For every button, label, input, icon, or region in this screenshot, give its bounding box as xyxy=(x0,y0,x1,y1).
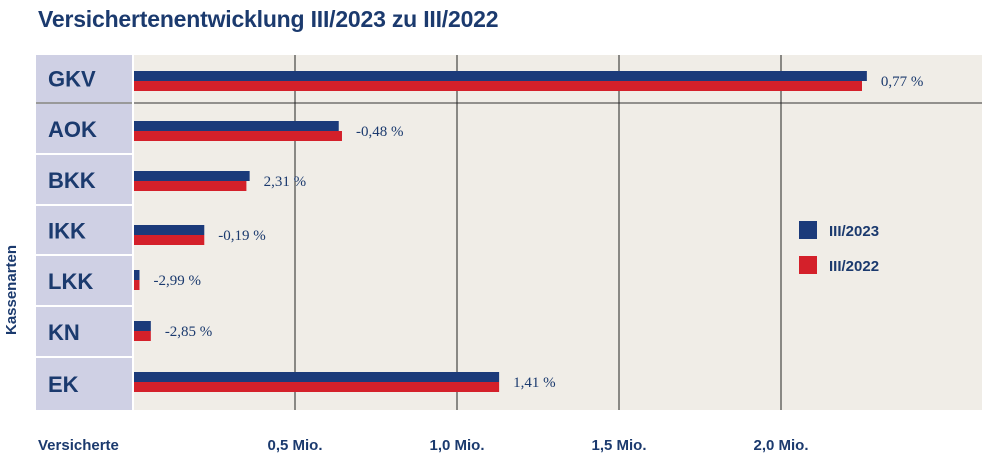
category-label-gkv: GKV xyxy=(48,67,96,92)
category-label-ikk: IKK xyxy=(48,219,86,244)
legend-label-2023: III/2023 xyxy=(829,223,879,240)
category-label-bkk: BKK xyxy=(48,168,96,193)
y-axis-label: Kassenarten xyxy=(3,245,20,335)
bar-aok-2023 xyxy=(134,121,339,131)
legend-swatch-2022 xyxy=(799,256,817,274)
change-label-gkv: 0,77 % xyxy=(881,74,924,90)
change-label-ek: 1,41 % xyxy=(513,375,556,391)
category-label-lkk: LKK xyxy=(48,269,93,294)
category-label-kn: KN xyxy=(48,320,80,345)
bar-bkk-2023 xyxy=(134,171,250,181)
x-tick-label: 0,5 Mio. xyxy=(267,437,322,454)
category-cell-ek xyxy=(36,358,133,410)
bar-kn-2022 xyxy=(134,331,151,341)
bar-bkk-2022 xyxy=(134,181,247,191)
x-axis-label: Versicherte xyxy=(38,437,119,454)
bar-ek-2023 xyxy=(134,372,500,382)
category-label-ek: EK xyxy=(48,372,79,397)
category-cell-aok xyxy=(36,104,133,154)
category-cell-ikk xyxy=(36,206,133,255)
change-label-kn: -2,85 % xyxy=(165,324,213,340)
legend-label-2022: III/2022 xyxy=(829,258,879,275)
bar-gkv-2022 xyxy=(134,81,862,91)
bar-lkk-2023 xyxy=(134,270,140,280)
chart-title: Versichertenentwicklung III/2023 zu III/… xyxy=(38,6,499,32)
category-cell-bkk xyxy=(36,155,133,205)
category-cell-gkv xyxy=(36,55,133,102)
bar-kn-2023 xyxy=(134,321,151,331)
category-cell-lkk xyxy=(36,256,133,306)
category-label-aok: AOK xyxy=(48,117,97,142)
bar-aok-2022 xyxy=(134,131,342,141)
bar-ikk-2023 xyxy=(134,225,205,235)
category-cell-kn xyxy=(36,307,133,357)
change-label-lkk: -2,99 % xyxy=(153,273,201,289)
change-label-ikk: -0,19 % xyxy=(218,228,266,244)
change-label-bkk: 2,31 % xyxy=(264,174,307,190)
legend-swatch-2023 xyxy=(799,221,817,239)
x-tick-label: 2,0 Mio. xyxy=(753,437,808,454)
bar-lkk-2022 xyxy=(134,280,140,290)
bar-ek-2022 xyxy=(134,382,500,392)
x-tick-label: 1,0 Mio. xyxy=(429,437,484,454)
change-label-aok: -0,48 % xyxy=(356,124,404,140)
bar-gkv-2023 xyxy=(134,71,867,81)
x-tick-label: 1,5 Mio. xyxy=(591,437,646,454)
bar-ikk-2022 xyxy=(134,235,205,245)
